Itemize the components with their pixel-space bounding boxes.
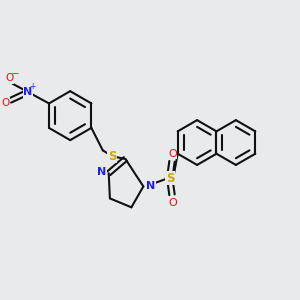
Text: N: N [23, 87, 33, 97]
Text: O: O [1, 98, 10, 108]
Text: S: S [166, 172, 175, 184]
Text: O: O [5, 73, 14, 83]
Text: −: − [11, 68, 19, 77]
Text: N: N [146, 181, 155, 191]
Text: S: S [108, 150, 116, 163]
Text: +: + [29, 82, 35, 91]
Text: N: N [97, 167, 106, 177]
Text: O: O [168, 198, 177, 208]
Text: O: O [168, 148, 177, 159]
